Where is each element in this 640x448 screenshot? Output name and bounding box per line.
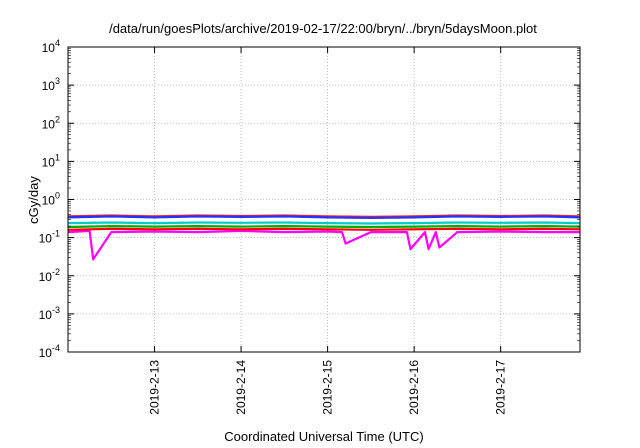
series-line-6 bbox=[67, 215, 581, 219]
y-axis-ticks: 10-4 10-3 10-2 10-1 100 101 102 103 104 bbox=[39, 38, 580, 360]
series-line-3 bbox=[67, 225, 581, 229]
series-line-1 bbox=[67, 229, 580, 261]
y-tick-label: 104 bbox=[42, 38, 60, 55]
series-layer bbox=[67, 214, 581, 261]
y-tick-label: 100 bbox=[42, 191, 60, 208]
x-axis-ticks: 2019-2-13 2019-2-14 2019-2-15 2019-2-16 2019… bbox=[148, 47, 508, 415]
grid bbox=[68, 47, 580, 352]
y-tick-label: 10-1 bbox=[39, 229, 60, 246]
x-tick-label: 2019-2-14 bbox=[234, 360, 248, 415]
y-axis-label: cGy/day bbox=[26, 176, 41, 224]
x-axis-label: Coordinated Universal Time (UTC) bbox=[224, 429, 423, 444]
series-line-2 bbox=[67, 227, 581, 231]
y-tick-label: 10-4 bbox=[39, 343, 60, 360]
y-tick-label: 10-2 bbox=[39, 267, 60, 284]
y-tick-label: 103 bbox=[42, 76, 60, 93]
x-tick-label: 2019-2-15 bbox=[321, 360, 335, 415]
y-tick-label: 10-3 bbox=[39, 305, 60, 322]
x-tick-label: 2019-2-13 bbox=[148, 360, 162, 415]
y-tick-label: 102 bbox=[42, 114, 60, 131]
x-tick-label: 2019-2-17 bbox=[494, 360, 508, 415]
series-line-4 bbox=[67, 221, 581, 225]
chart-title: /data/run/goesPlots/archive/2019-02-17/2… bbox=[109, 21, 537, 36]
x-tick-label: 2019-2-16 bbox=[407, 360, 421, 415]
y-tick-label: 101 bbox=[42, 152, 60, 169]
